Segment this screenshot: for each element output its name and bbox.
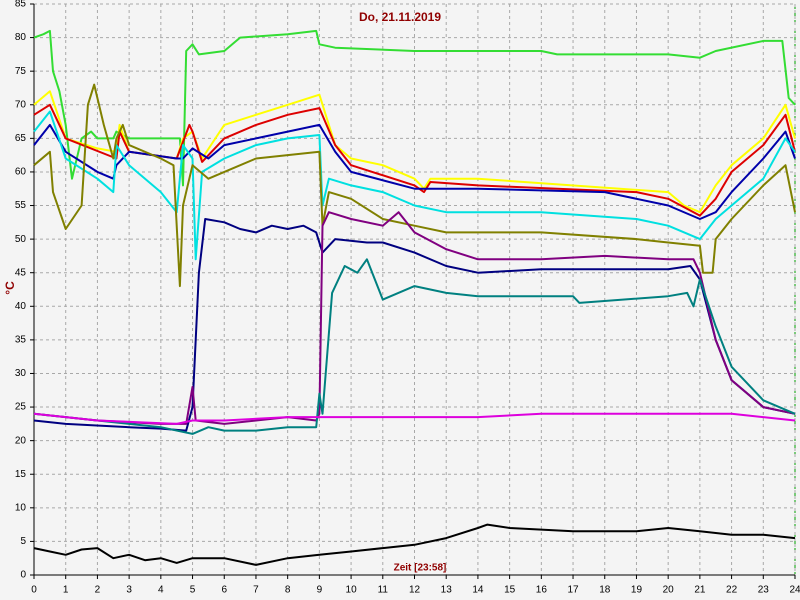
x-tick-label: 0: [31, 585, 37, 596]
x-tick-label: 13: [441, 585, 453, 596]
x-tick-label: 8: [285, 585, 291, 596]
y-tick-label: 0: [20, 570, 26, 581]
x-tick-label: 3: [126, 585, 132, 596]
x-tick-label: 14: [472, 585, 484, 596]
x-tick-label: 15: [504, 585, 516, 596]
series-line: [33, 258, 796, 435]
x-tick-label: 10: [346, 585, 358, 596]
x-tick-label: 5: [190, 585, 196, 596]
series-line: [33, 103, 796, 217]
x-tick-label: 4: [158, 585, 164, 596]
x-tick-label: 22: [726, 585, 738, 596]
x-tick-label: 19: [631, 585, 643, 596]
y-tick-label: 50: [15, 234, 27, 245]
x-tick-label: 9: [317, 585, 323, 596]
y-tick-label: 55: [15, 200, 27, 211]
y-tick-label: 15: [15, 469, 27, 480]
x-tick-label: 21: [694, 585, 706, 596]
y-tick-label: 45: [15, 267, 27, 278]
y-tick-label: 20: [15, 435, 27, 446]
y-tick-label: 40: [15, 301, 27, 312]
series-line: [33, 83, 796, 288]
x-tick-label: 16: [536, 585, 548, 596]
series-line: [33, 412, 796, 425]
x-tick-label: 20: [663, 585, 675, 596]
x-tick-label: 7: [253, 585, 259, 596]
y-tick-label: 35: [15, 335, 27, 346]
series-line: [33, 29, 796, 187]
y-tick-label: 10: [15, 502, 27, 513]
x-tick-label: 11: [378, 585, 389, 596]
y-tick-label: 65: [15, 133, 27, 144]
y-tick-label: 75: [15, 66, 27, 77]
x-axis-label: Zeit [23:58]: [394, 563, 447, 574]
chart-title: Do, 21.11.2019: [359, 10, 441, 24]
series-line: [33, 211, 796, 425]
series-line: [33, 90, 796, 214]
y-tick-label: 25: [15, 402, 27, 413]
y-axis-label: °C: [3, 281, 17, 295]
x-tick-label: 24: [789, 585, 800, 596]
y-tick-label: 85: [15, 0, 27, 10]
x-tick-label: 1: [63, 585, 69, 596]
x-tick-label: 18: [599, 585, 611, 596]
series-line: [33, 110, 796, 261]
y-tick-label: 80: [15, 32, 27, 43]
x-tick-label: 6: [221, 585, 227, 596]
y-tick-label: 5: [20, 536, 26, 547]
x-tick-label: 2: [95, 585, 101, 596]
series-line: [33, 523, 796, 566]
x-tick-label: 17: [567, 585, 579, 596]
y-tick-label: 30: [15, 368, 27, 379]
y-tick-label: 60: [15, 167, 27, 178]
y-tick-label: 70: [15, 99, 27, 110]
x-tick-label: 23: [758, 585, 770, 596]
x-tick-label: 12: [409, 585, 421, 596]
